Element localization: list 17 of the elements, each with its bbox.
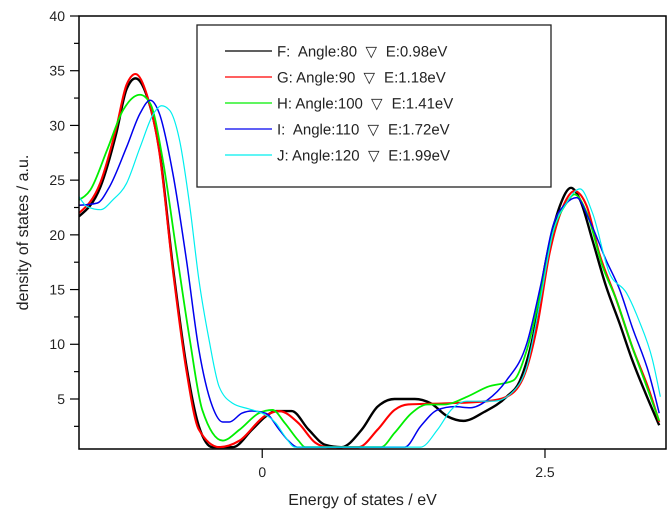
y-tick-label: 25 [49,172,66,188]
y-tick-label: 40 [49,8,66,24]
y-tick-label: 30 [49,117,66,134]
y-tick-label: 15 [49,281,66,298]
y-tick-label: 10 [49,336,66,352]
legend-label: I: Angle:110 ▽ E:1.72eV [277,121,450,138]
legend-label: G: Angle:90 ▽ E:1.18eV [277,69,446,86]
y-tick-label: 20 [49,226,66,243]
legend-label: J: Angle:120 ▽ E:1.99eV [277,147,450,164]
y-tick-label: 35 [49,62,66,79]
legend-label: F: Angle:80 ▽ E:0.98eV [277,43,448,60]
x-tick-label: 2.5 [535,464,555,480]
x-axis-title: Energy of states / eV [288,492,438,509]
legend-label: H: Angle:100 ▽ E:1.41eV [277,95,454,112]
x-tick-label: 0 [258,464,266,480]
y-tick-label: 5 [57,390,66,407]
y-axis-title: density of states / a.u. [15,154,32,310]
